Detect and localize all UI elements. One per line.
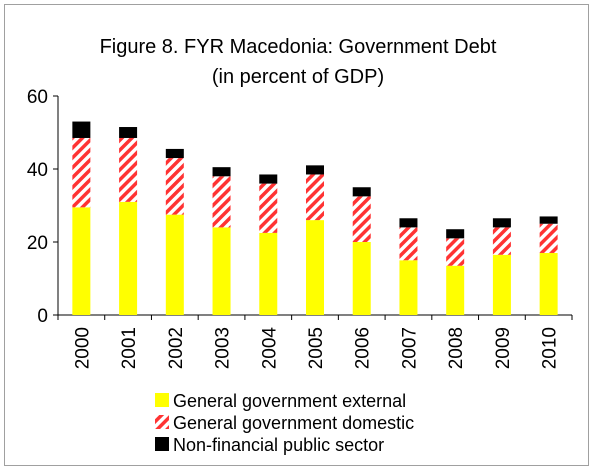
x-tick-label: 2009: [493, 327, 514, 369]
chart-bars: [72, 121, 558, 315]
bar-non-financial-public-sector: [306, 165, 324, 175]
legend-swatch-non-financial-public-sector: [155, 437, 169, 451]
bar-non-financial-public-sector: [399, 218, 418, 228]
bar-general-government-external: [119, 201, 138, 315]
chart-subtitle: (in percent of GDP): [212, 66, 384, 88]
x-tick-label: 2008: [446, 327, 467, 369]
legend-swatch-general-government-external: [155, 393, 169, 407]
bar-non-financial-public-sector: [352, 187, 371, 197]
bar-general-government-external: [165, 214, 184, 315]
bar-general-government-external: [446, 265, 465, 315]
bar-non-financial-public-sector: [259, 174, 278, 184]
bar-general-government-domestic: [492, 227, 511, 255]
legend-label: Non-financial public sector: [173, 435, 384, 455]
bar-general-government-domestic: [446, 238, 465, 266]
chart-figure: Figure 8. FYR Macedonia: Government Debt…: [4, 4, 589, 466]
bar-general-government-external: [259, 232, 278, 315]
bar-general-government-external: [539, 252, 558, 315]
bar-general-government-domestic: [306, 174, 324, 221]
bar-general-government-external: [212, 227, 231, 315]
bar-general-government-external: [399, 260, 418, 315]
bar-general-government-external: [492, 254, 511, 315]
chart-axes: 0 20 40 60: [27, 87, 573, 327]
bar-non-financial-public-sector: [446, 229, 465, 239]
bar-general-government-domestic: [212, 176, 231, 228]
y-tick-label: 40: [27, 160, 48, 181]
bar-general-government-domestic: [399, 227, 418, 261]
chart-svg: Figure 8. FYR Macedonia: Government Debt…: [27, 36, 573, 455]
bar-non-financial-public-sector: [72, 121, 91, 138]
legend-label: General government domestic: [173, 413, 414, 433]
x-tick-label: 2010: [540, 327, 561, 369]
x-tick-label: 2005: [306, 327, 327, 369]
y-tick-label: 0: [37, 306, 48, 327]
bar-non-financial-public-sector: [492, 218, 511, 228]
x-tick-label: 2006: [353, 327, 374, 369]
bar-non-financial-public-sector: [119, 127, 138, 138]
bar-non-financial-public-sector: [539, 216, 558, 224]
y-tick-label: 60: [27, 87, 48, 108]
x-tick-label: 2004: [259, 327, 280, 370]
bar-general-government-domestic: [352, 196, 371, 242]
x-tick-label: 2002: [166, 327, 187, 369]
bar-general-government-domestic: [259, 183, 278, 233]
legend-label: General government external: [173, 391, 406, 411]
bar-general-government-domestic: [119, 137, 138, 202]
bar-general-government-external: [306, 220, 324, 315]
legend-swatch-general-government-domestic: [155, 415, 169, 429]
x-tick-label: 2000: [72, 327, 93, 369]
y-tick-label: 20: [27, 233, 48, 254]
bar-non-financial-public-sector: [165, 148, 184, 159]
bar-non-financial-public-sector: [212, 167, 231, 177]
bar-general-government-domestic: [72, 137, 91, 208]
x-tick-label: 2007: [399, 327, 420, 369]
x-tick-label: 2003: [213, 327, 234, 369]
bar-general-government-domestic: [539, 223, 558, 253]
bar-general-government-domestic: [165, 158, 184, 215]
chart-title: Figure 8. FYR Macedonia: Government Debt: [100, 36, 497, 58]
x-tick-label: 2001: [119, 327, 140, 369]
x-tick-labels: 2000 2001 2002 2003 2004 2005 2006 2007 2008 2009…: [72, 327, 560, 370]
bar-general-government-external: [352, 242, 371, 315]
bar-general-government-external: [72, 207, 91, 315]
